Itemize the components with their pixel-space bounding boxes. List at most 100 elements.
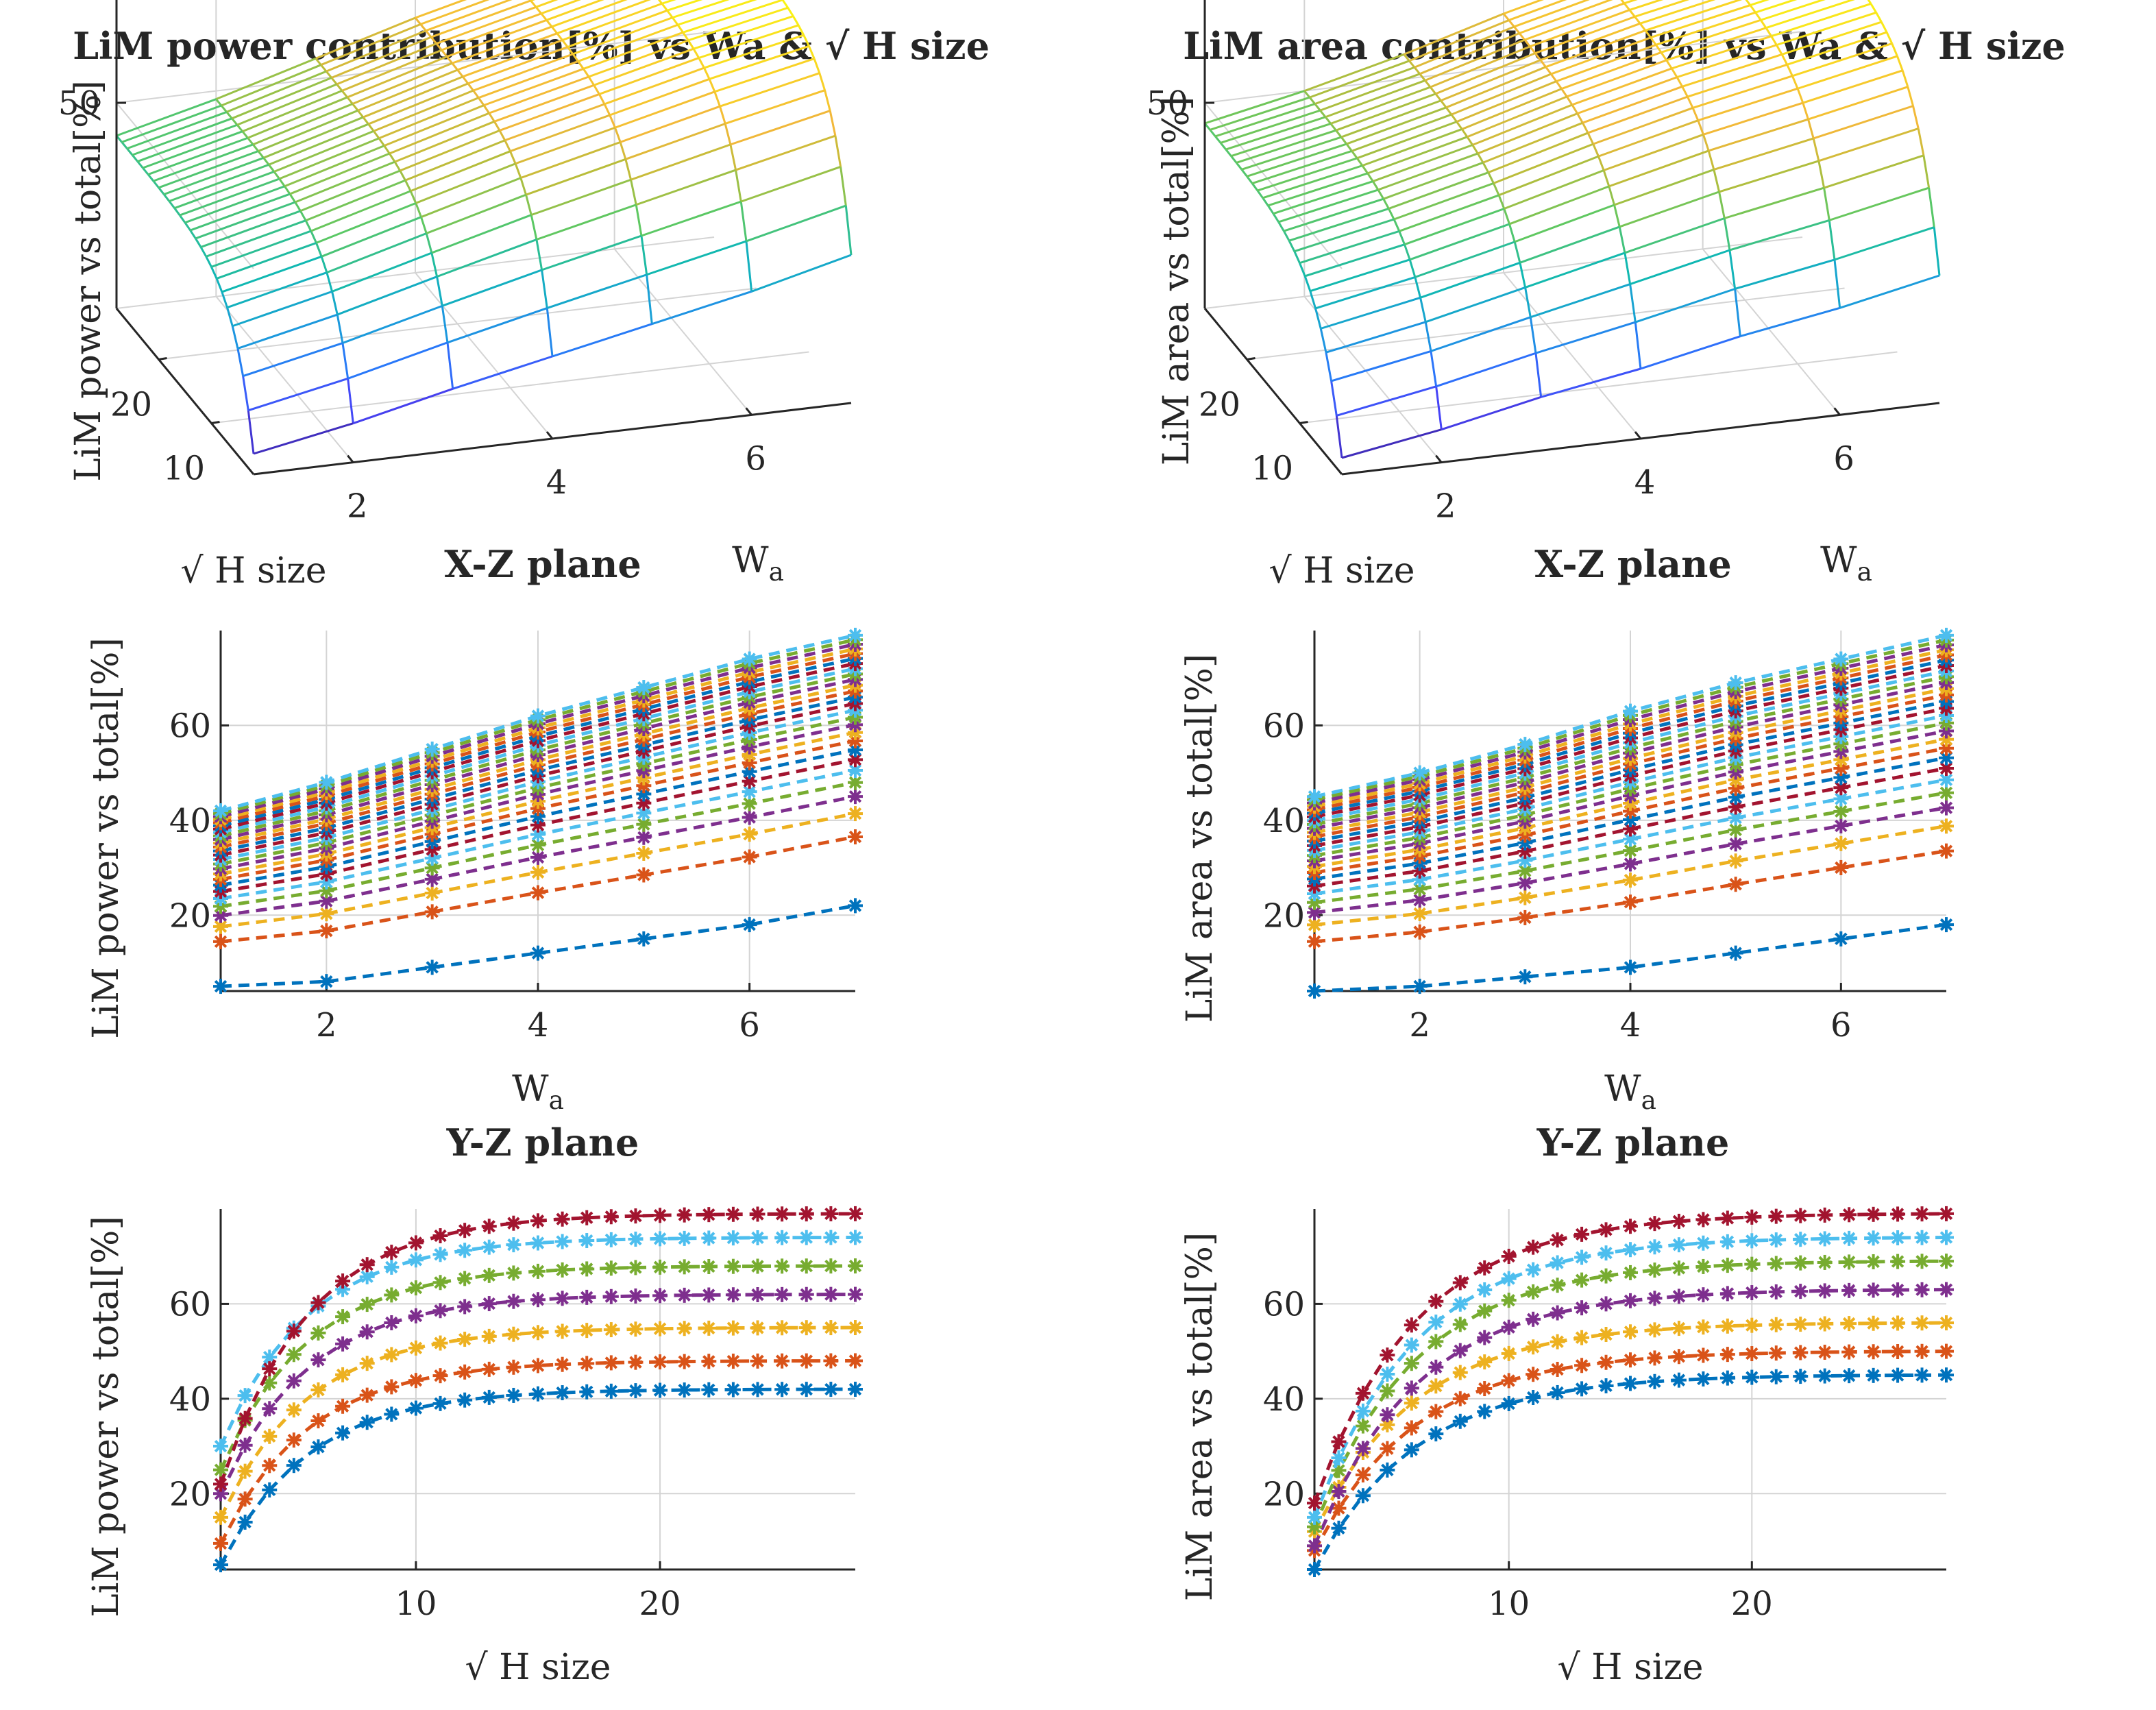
- mesh-line: [630, 179, 637, 206]
- marker-stroke: [1915, 1255, 1928, 1268]
- mesh-line: [1430, 351, 1438, 387]
- data-point: [1939, 1282, 1954, 1297]
- marker-stroke: [1867, 1255, 1880, 1269]
- mesh-line: [1303, 53, 1405, 93]
- data-point: [725, 1287, 741, 1303]
- mesh-line: [703, 67, 711, 80]
- marker-stroke: [385, 1316, 398, 1330]
- x-tick: [1435, 454, 1443, 463]
- marker-stroke: [1356, 1419, 1370, 1432]
- data-point: [1452, 1317, 1468, 1332]
- marker-stroke: [1818, 1284, 1831, 1297]
- mesh-line: [1519, 262, 1527, 288]
- mesh-line: [530, 215, 538, 240]
- marker-stroke: [1600, 1223, 1613, 1236]
- mesh-line: [363, 75, 463, 119]
- data-point: [286, 1402, 302, 1418]
- data-point: [823, 1230, 839, 1245]
- mesh-line: [384, 104, 485, 147]
- marker-stroke: [1697, 1260, 1710, 1273]
- marker-stroke: [1478, 1355, 1491, 1369]
- mesh-line: [226, 307, 234, 327]
- data-point: [848, 1353, 863, 1369]
- mesh-line: [1901, 70, 1909, 88]
- mesh-line: [813, 58, 821, 74]
- marker-stroke: [678, 1355, 691, 1368]
- marker-stroke: [653, 1384, 667, 1397]
- data-point: [1744, 1369, 1760, 1385]
- mesh-line: [321, 216, 422, 258]
- data-point: [742, 917, 757, 933]
- data-point: [1477, 1404, 1493, 1419]
- marker-stroke: [1721, 1258, 1735, 1272]
- back-edge: [116, 236, 715, 309]
- data-point: [1355, 1488, 1371, 1504]
- data-point: [1412, 906, 1428, 922]
- marker-stroke: [1308, 906, 1321, 919]
- marker-stroke: [1405, 1421, 1419, 1434]
- marker-stroke: [800, 1288, 813, 1301]
- data-point: [1744, 1256, 1760, 1272]
- marker-stroke: [678, 1260, 691, 1273]
- mesh-line: [526, 158, 626, 196]
- marker-stroke: [800, 1260, 813, 1273]
- marker-stroke: [1867, 1317, 1880, 1330]
- mesh-line: [1325, 321, 1426, 354]
- marker-stroke: [1835, 771, 1848, 784]
- marker-stroke: [1697, 1213, 1710, 1226]
- data-point: [1719, 1258, 1735, 1273]
- mesh-line: [1267, 205, 1275, 215]
- marker-stroke: [1308, 1511, 1321, 1524]
- data-point: [1833, 651, 1849, 667]
- mesh-line: [1808, 86, 1909, 121]
- marker-stroke: [1729, 823, 1742, 837]
- mesh-line: [1787, 31, 1887, 66]
- mesh-line: [536, 204, 637, 241]
- mesh-line: [1288, 240, 1296, 252]
- marker-stroke: [507, 1295, 520, 1308]
- y-axis-label: √ H size: [180, 550, 326, 591]
- x-tick-label: 2: [316, 1006, 337, 1045]
- marker-stroke: [1551, 1233, 1564, 1247]
- mesh-line: [436, 276, 443, 306]
- mesh-line: [147, 136, 249, 175]
- data-point: [213, 1509, 228, 1525]
- marker-stroke: [629, 1384, 642, 1397]
- data-point: [1452, 1296, 1468, 1312]
- mesh-line: [425, 29, 432, 38]
- data-point: [1939, 1254, 1954, 1269]
- marker-stroke: [1308, 790, 1321, 803]
- mesh-line: [1907, 86, 1914, 107]
- mesh-line: [1624, 217, 1725, 254]
- marker-stroke: [507, 1238, 520, 1251]
- marker-stroke: [458, 1244, 471, 1257]
- mesh-line: [289, 193, 296, 203]
- mesh-line: [1687, 63, 1788, 98]
- marker-stroke: [434, 1336, 447, 1349]
- marker-stroke: [360, 1389, 373, 1402]
- marker-stroke: [1332, 1522, 1345, 1535]
- mesh-line: [604, 66, 705, 106]
- mesh-line: [1488, 132, 1589, 174]
- marker-stroke: [1526, 1312, 1540, 1326]
- marker-stroke: [1729, 801, 1742, 814]
- marker-stroke: [848, 830, 862, 844]
- mesh-line: [1839, 274, 1940, 309]
- mesh-line: [1676, 44, 1777, 79]
- mesh-line: [672, 16, 679, 26]
- data-point: [652, 1259, 668, 1275]
- marker-stroke: [726, 1354, 740, 1368]
- mesh-line: [1330, 380, 1338, 416]
- marker-stroke: [743, 827, 756, 841]
- mesh-line: [1277, 221, 1285, 232]
- mesh-line: [200, 210, 301, 248]
- data-point: [408, 1280, 424, 1296]
- mesh-line: [1755, 0, 1798, 14]
- mesh-line: [829, 110, 837, 136]
- floor-grid-line: [1303, 296, 1443, 463]
- mesh-line: [410, 150, 511, 193]
- marker-stroke: [238, 1412, 252, 1425]
- mesh-line: [1867, 0, 1872, 5]
- data-point: [1331, 1484, 1347, 1500]
- marker-stroke: [507, 1389, 520, 1402]
